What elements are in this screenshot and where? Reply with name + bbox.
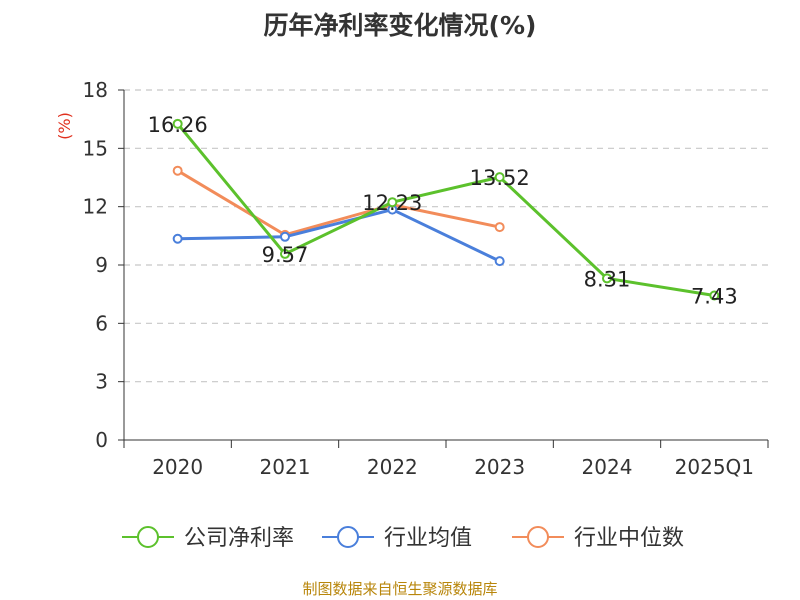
series-line [177,208,501,263]
data-label: 9.57 [262,243,309,267]
data-label: 16.26 [148,113,208,137]
x-tick-label: 2024 [582,455,633,479]
data-label: 7.43 [691,285,738,309]
x-tick-label: 2022 [367,455,418,479]
data-point [387,197,398,208]
data-point [280,248,290,259]
y-tick-label: 18 [83,78,108,102]
data-point [709,290,720,301]
x-tick-label: 2021 [260,455,311,479]
y-tick-label: 3 [95,370,108,394]
y-tick-label: 12 [83,195,108,219]
data-label: 8.31 [584,267,631,291]
data-point [172,165,183,176]
chart-title: 历年净利率变化情况(%) [263,11,537,40]
source-note: 制图数据来自恒生聚源数据库 [302,580,498,598]
data-label: 12.23 [362,191,422,215]
x-tick-label: 2020 [152,455,203,479]
y-tick-label: 9 [95,253,108,277]
data-point [494,222,505,233]
legend-label: 公司净利率 [184,526,294,551]
data-label: 13.52 [470,166,530,190]
data-point [172,118,183,129]
y-tick-label: 0 [95,428,108,452]
legend-marker [527,526,549,548]
x-tick-label: 2023 [474,455,525,479]
data-point [280,231,290,242]
y-tick-label: 15 [83,136,108,160]
legend-label: 行业均值 [384,526,472,551]
legend-marker [337,526,359,548]
series-line [176,169,500,237]
data-point [494,256,505,267]
legend-marker [137,526,159,548]
series-line [176,122,715,298]
y-tick-label: 6 [95,311,108,335]
data-point [172,233,183,244]
data-point [602,273,612,284]
data-point [494,172,505,183]
y-axis-label: (%) [55,112,74,140]
x-tick-label: 2025Q1 [675,455,754,479]
legend-label: 行业中位数 [574,526,684,551]
